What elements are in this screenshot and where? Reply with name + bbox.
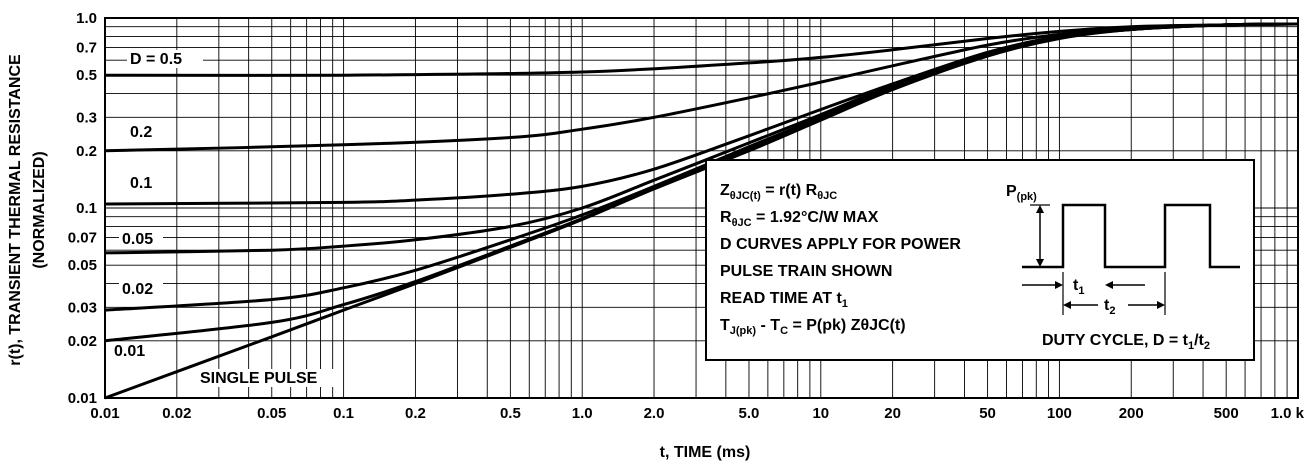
y-tick-label: 0.07 — [68, 229, 97, 246]
curve-line — [104, 22, 1299, 400]
curve-label-bg — [111, 342, 155, 360]
x-tick-label: 200 — [1119, 405, 1144, 422]
x-tick-label: 10 — [812, 405, 829, 422]
arrow-head — [1036, 205, 1044, 213]
plot-border — [104, 17, 1299, 399]
arrow-head — [1157, 301, 1165, 309]
x-tick-label: 1.0 k — [1271, 405, 1305, 422]
y-tick-label: 0.03 — [68, 299, 97, 316]
y-tick-label: 1.0 — [76, 10, 97, 27]
curve-label: 0.05 — [122, 231, 153, 248]
annotation-line: ZθJC(t) = r(t) RθJC — [720, 182, 837, 202]
y-tick-label: 0.02 — [68, 333, 97, 350]
curve-label-bg — [197, 369, 343, 387]
x-tick-label: 100 — [1047, 405, 1072, 422]
annotation-line: TJ(pk) - TC = P(pk) ZθJC(t) — [720, 317, 906, 337]
x-tick-label: 20 — [884, 405, 901, 422]
curve-label: 0.1 — [130, 175, 152, 192]
curve-label-bg — [127, 174, 157, 192]
curve-label-bg — [119, 280, 163, 298]
annotation-line: D CURVES APPLY FOR POWER — [720, 236, 961, 253]
curve-label: 0.01 — [114, 343, 145, 360]
x-tick-label: 0.5 — [500, 405, 521, 422]
curve-line — [104, 22, 1299, 77]
y-tick-label: 0.3 — [76, 109, 97, 126]
pulse-train-diagram — [1022, 203, 1240, 315]
x-tick-label: 0.1 — [333, 405, 354, 422]
ppk-label: P(pk) — [1006, 183, 1037, 203]
y-tick-label: 0.1 — [76, 200, 97, 217]
x-tick-label: 50 — [979, 405, 996, 422]
annotation-line: READ TIME AT t1 — [720, 290, 848, 310]
duty-cycle-label: DUTY CYCLE, D = t1/t2 — [1042, 332, 1210, 352]
curve-label: 0.2 — [130, 124, 152, 141]
y-tick-label: 0.7 — [76, 39, 97, 56]
y-axis-title: r(t), TRANSIENT THERMAL RESISTANCE — [7, 54, 24, 366]
curve-label: SINGLE PULSE — [200, 370, 318, 387]
x-tick-label: 0.05 — [257, 405, 286, 422]
x-tick-labels: 0.01 0.02 0.05 0.1 0.2 0.5 1.0 2.0 5.0 10 20 50 100 2… — [90, 405, 1304, 422]
x-tick-label: 1.0 — [572, 405, 593, 422]
x-tick-label: 0.02 — [162, 405, 191, 422]
annotation-line: RθJC = 1.92°C/W MAX — [720, 209, 879, 229]
x-tick-label: 0.2 — [405, 405, 426, 422]
t2-label: t2 — [1104, 297, 1115, 317]
x-tick-label: 500 — [1214, 405, 1239, 422]
y-tick-label: 0.5 — [76, 67, 97, 84]
y-axis-title-line2: (NORMALIZED) — [31, 151, 48, 268]
annotation-frame — [705, 159, 1255, 361]
arrow-head — [1036, 259, 1044, 267]
x-tick-label: 5.0 — [739, 405, 760, 422]
x-tick-label: 0.01 — [90, 405, 119, 422]
arrow-head — [1063, 301, 1071, 309]
arrow-head — [1105, 281, 1113, 289]
arrow-head — [1055, 281, 1063, 289]
curve-label-bg — [127, 50, 203, 68]
curves — [104, 22, 1299, 400]
x-tick-label: 2.0 — [644, 405, 665, 422]
curve-labels: D = 0.5 0.2 0.1 0.05 0.02 0.01 SINGLE PULSE — [111, 50, 343, 387]
curve-label: 0.02 — [122, 281, 153, 298]
curve-label-bg — [127, 123, 157, 141]
y-tick-labels: 0.01 0.02 0.03 0.05 0.07 0.1 0.2 0.3 0.5 0.7 1.0 — [68, 10, 97, 407]
curve-label-bg — [119, 230, 163, 248]
x-axis-title: t, TIME (ms) — [660, 444, 751, 461]
curve-line — [104, 22, 1299, 153]
y-tick-label: 0.2 — [76, 143, 97, 160]
annotation-box: ZθJC(t) = r(t) RθJC RθJC = 1.92°C/W MAX D … — [705, 159, 1255, 361]
y-tick-label: 0.05 — [68, 257, 97, 274]
annotation-line: PULSE TRAIN SHOWN — [720, 263, 892, 280]
pulse-waveform — [1022, 203, 1240, 269]
curve-label: D = 0.5 — [130, 51, 182, 68]
y-tick-label: 0.01 — [68, 390, 97, 407]
t1-label: t1 — [1073, 277, 1084, 297]
